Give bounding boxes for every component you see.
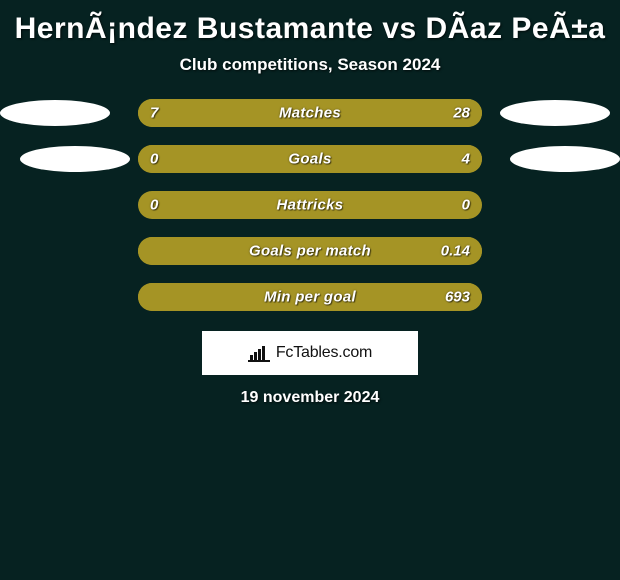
right-side-slot — [500, 100, 610, 126]
stat-label: Goals — [288, 150, 331, 167]
left-side-slot — [10, 192, 120, 218]
stat-row: 0.14 Goals per match — [0, 237, 620, 265]
player-left-ellipse — [0, 100, 110, 126]
bar-chart-icon — [248, 344, 270, 362]
left-side-slot — [10, 100, 120, 126]
stat-bar: 0.14 Goals per match — [138, 237, 482, 265]
left-side-slot — [10, 284, 120, 310]
bar-fill-right — [207, 99, 482, 127]
stat-value-right: 28 — [453, 104, 470, 121]
bar-fill-left — [138, 99, 207, 127]
player-right-ellipse — [510, 146, 620, 172]
stat-value-right: 4 — [462, 150, 470, 167]
stat-value-left: 0 — [150, 196, 158, 213]
subtitle: Club competitions, Season 2024 — [180, 55, 441, 75]
stat-label: Goals per match — [249, 242, 371, 259]
player-right-ellipse — [500, 100, 610, 126]
stat-rows: 7 28 Matches 0 4 Goals 0 0 Hattricks 0.14 Goals pe… — [0, 99, 620, 311]
stat-bar: 7 28 Matches — [138, 99, 482, 127]
right-side-slot — [500, 192, 610, 218]
stat-label: Matches — [279, 104, 341, 121]
stat-bar: 693 Min per goal — [138, 283, 482, 311]
left-side-slot — [10, 238, 120, 264]
stat-label: Min per goal — [264, 288, 356, 305]
right-side-slot — [500, 146, 610, 172]
page-title: HernÃ¡ndez Bustamante vs DÃ­az PeÃ±a — [5, 6, 616, 49]
stat-bar: 0 4 Goals — [138, 145, 482, 173]
stat-row: 693 Min per goal — [0, 283, 620, 311]
right-side-slot — [500, 238, 610, 264]
player-left-ellipse — [20, 146, 130, 172]
stat-label: Hattricks — [277, 196, 344, 213]
stat-value-right: 0 — [462, 196, 470, 213]
brand-text: FcTables.com — [276, 344, 372, 362]
date: 19 november 2024 — [241, 389, 380, 407]
stat-value-right: 693 — [445, 288, 470, 305]
brand-box[interactable]: FcTables.com — [202, 331, 418, 375]
stat-row: 0 4 Goals — [0, 145, 620, 173]
stat-value-left: 0 — [150, 150, 158, 167]
stat-value-right: 0.14 — [441, 242, 470, 259]
stat-row: 7 28 Matches — [0, 99, 620, 127]
stat-value-left: 7 — [150, 104, 158, 121]
right-side-slot — [500, 284, 610, 310]
left-side-slot — [10, 146, 120, 172]
stat-bar: 0 0 Hattricks — [138, 191, 482, 219]
stat-row: 0 0 Hattricks — [0, 191, 620, 219]
